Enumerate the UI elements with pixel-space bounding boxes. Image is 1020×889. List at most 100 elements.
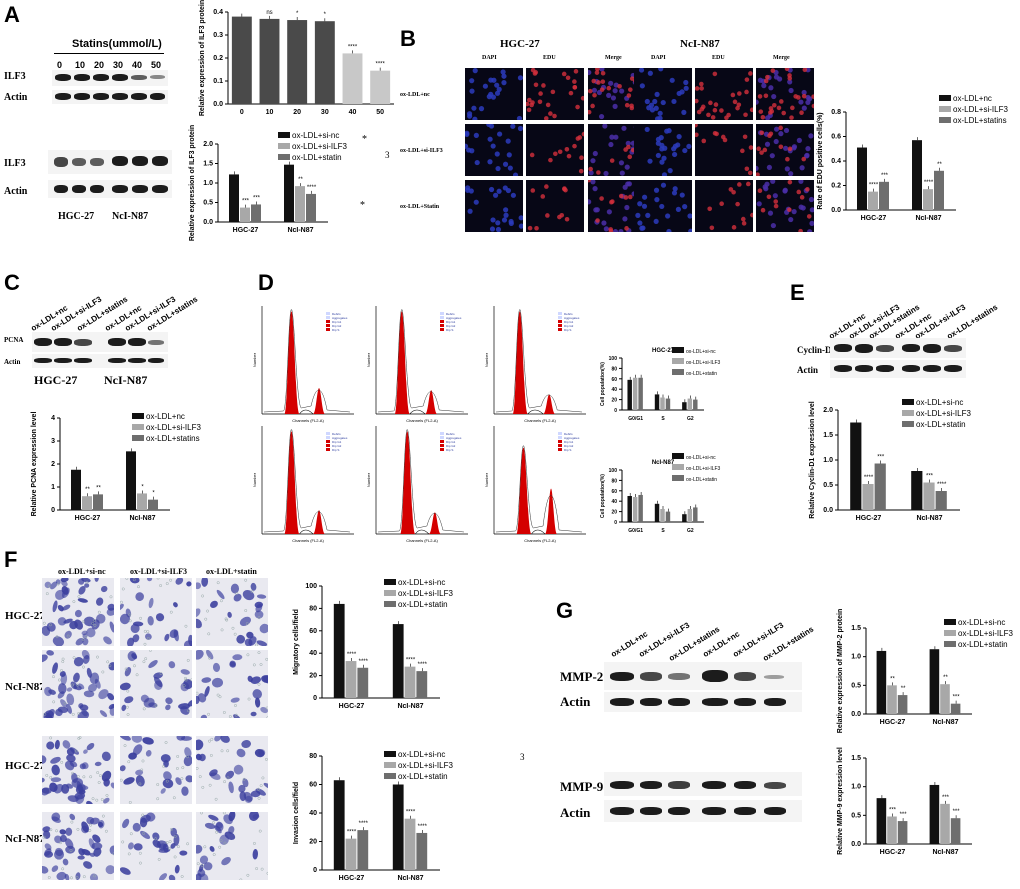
legend-label: ox-LDL+si-nc xyxy=(398,750,445,759)
bar xyxy=(345,661,357,698)
bar xyxy=(693,399,698,410)
wb-blot-ilf3-a xyxy=(52,70,168,86)
bar xyxy=(879,181,889,210)
bar xyxy=(887,816,897,844)
significance-label: ** xyxy=(937,162,942,168)
x-tick-label: G2 xyxy=(687,416,694,422)
significance-label: **** xyxy=(348,44,358,50)
bar xyxy=(654,394,660,410)
flow-legend-label: Dip G1 xyxy=(332,320,342,324)
panel-label-f: F xyxy=(4,547,18,572)
flow-s-phase xyxy=(531,529,546,535)
flow-legend-swatch xyxy=(326,444,330,447)
y-tick-label: 1.5 xyxy=(851,625,861,632)
y-tick-label: 0.0 xyxy=(203,219,213,226)
bar xyxy=(240,207,250,222)
legend-swatch xyxy=(672,369,684,375)
y-tick-label: 100 xyxy=(305,583,317,590)
flow-fit-curve xyxy=(495,309,583,413)
flow-legend-swatch xyxy=(558,316,562,319)
bar xyxy=(345,838,357,870)
significance-label: ** xyxy=(890,676,895,682)
b-row-label: ox-LDL+nc xyxy=(400,92,430,98)
y-tick-label: 2.0 xyxy=(823,407,833,414)
y-tick-label: 40 xyxy=(611,387,617,393)
flow-y-label: Number xyxy=(252,472,257,487)
legend-swatch xyxy=(278,154,290,160)
f-row-ncin87-2: NcI-N87 xyxy=(5,833,45,845)
flow-legend-swatch xyxy=(326,436,330,439)
bar xyxy=(654,503,660,522)
bar xyxy=(82,496,92,510)
legend-label: ox-LDL+si-ILF3 xyxy=(686,466,721,472)
significance-label: **** xyxy=(307,185,317,191)
flow-legend-label: Debris xyxy=(332,312,341,316)
bar xyxy=(850,422,862,510)
flow-legend-label: Dip G1 xyxy=(446,320,456,324)
flow-legend-label: Aggregates xyxy=(564,436,580,440)
panel-label-b: B xyxy=(400,26,416,51)
significance-label: ** xyxy=(96,485,101,491)
bar xyxy=(229,174,239,222)
flow-legend-swatch xyxy=(326,328,330,331)
b-cell-ncin87: NcI-N87 xyxy=(680,38,720,50)
legend-label: ox-LDL+si-nc xyxy=(398,578,445,587)
b-row-label: ox-LDL+Statin xyxy=(400,204,440,210)
x-tick-label: S xyxy=(661,416,665,422)
flow-peak-g2 xyxy=(313,510,326,534)
flow-legend-label: Dip S xyxy=(446,328,453,332)
y-tick-label: 100 xyxy=(609,468,618,474)
bar xyxy=(357,667,369,698)
legend-swatch xyxy=(939,95,951,101)
y-tick-label: 60 xyxy=(309,782,317,789)
x-tick-label: HGC-27 xyxy=(856,515,882,522)
legend-label: ox-LDL+statins xyxy=(953,116,1007,125)
legend-swatch xyxy=(672,475,684,481)
bar xyxy=(660,397,665,410)
b-fluorescence-tile xyxy=(526,180,584,232)
y-tick-label: 0.0 xyxy=(851,711,861,718)
wb-row-ilf3-bottom: ILF3 xyxy=(4,158,26,169)
flow-peak-g2 xyxy=(543,394,556,414)
legend-label: ox-LDL+statin xyxy=(916,420,966,429)
x-tick-label: HGC-27 xyxy=(339,875,365,882)
wb-row-mmp9: MMP-9 xyxy=(560,779,604,794)
y-tick-label: 0 xyxy=(614,408,617,414)
significance-label: *** xyxy=(953,809,961,815)
flow-legend-swatch xyxy=(326,448,330,451)
y-tick-label: 1.5 xyxy=(851,755,861,762)
flow-legend-label: Debris xyxy=(332,432,341,436)
bar xyxy=(287,20,308,104)
bar xyxy=(874,463,886,510)
bar xyxy=(911,471,923,510)
statins-header: Statins(ummol/L) xyxy=(72,38,162,50)
flow-s-phase xyxy=(415,529,430,535)
significance-label: * xyxy=(152,491,155,497)
legend-label: ox-LDL+si-ILF3 xyxy=(398,761,453,770)
bar xyxy=(148,499,158,510)
significance-label: *** xyxy=(900,812,908,818)
bar xyxy=(632,377,638,410)
bar xyxy=(665,511,671,522)
flow-y-label: Number xyxy=(484,352,489,367)
bar xyxy=(950,818,961,844)
flow-legend-label: Dip G1 xyxy=(446,440,456,444)
b-stray-mark-3: * xyxy=(360,200,365,211)
wb-blot-ilf3-a2 xyxy=(48,150,172,174)
y-tick-label: 0 xyxy=(313,867,317,874)
bar xyxy=(660,509,665,522)
bar xyxy=(923,189,933,210)
flow-legend-label: Dip S xyxy=(564,448,571,452)
f-row-hgc27-2: HGC-27 xyxy=(5,760,45,772)
b-col-header: EDU xyxy=(712,55,725,61)
bar xyxy=(897,695,908,714)
y-tick-label: 2.0 xyxy=(203,141,213,148)
legend-swatch xyxy=(384,751,396,757)
significance-label: * xyxy=(141,484,144,490)
y-tick-label: 60 xyxy=(309,628,317,635)
flow-x-label: Channels (FL2-A) xyxy=(524,418,556,423)
y-tick-label: 1.0 xyxy=(203,180,213,187)
wb-blot-actin-a xyxy=(52,90,168,104)
